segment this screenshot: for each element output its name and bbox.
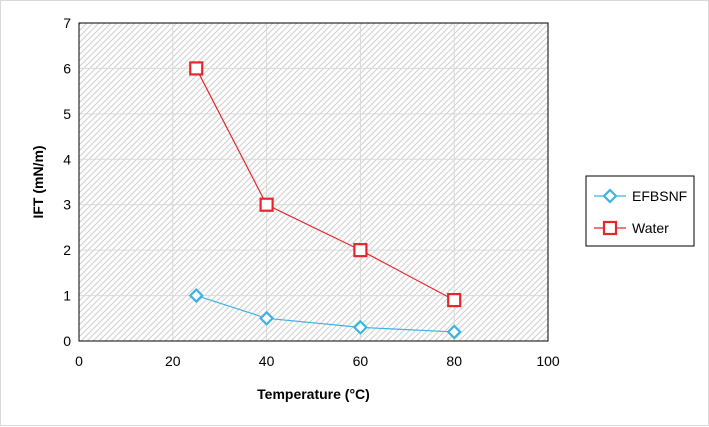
x-tick-label: 80 (446, 353, 462, 369)
y-tick-label: 1 (63, 288, 71, 304)
data-point (447, 293, 462, 308)
x-tick-label: 100 (536, 353, 560, 369)
legend-item: Water (594, 220, 669, 236)
series-water (189, 61, 462, 308)
data-point (352, 319, 368, 335)
series-efbsnf (188, 288, 462, 340)
y-axis-title: IFT (mN/m) (30, 145, 46, 218)
x-tick-label: 20 (165, 353, 181, 369)
legend: EFBSNF Water (585, 175, 695, 247)
x-tick-labels: 0 20 40 60 80 100 (75, 353, 560, 369)
axes (78, 22, 549, 342)
data-point (189, 61, 204, 76)
y-tick-labels: 0 1 2 3 4 5 6 7 (63, 15, 71, 349)
x-tick-label: 40 (259, 353, 275, 369)
data-point (353, 243, 368, 258)
legend-marker (602, 220, 618, 236)
data-point (259, 310, 275, 326)
legend-marker (602, 188, 618, 204)
y-tick-label: 7 (63, 15, 71, 31)
y-tick-label: 3 (63, 197, 71, 213)
data-series (188, 61, 462, 340)
x-tick-label: 0 (75, 353, 83, 369)
data-point (446, 324, 462, 340)
plot-area (79, 23, 548, 341)
y-tick-label: 0 (63, 333, 71, 349)
y-tick-label: 4 (63, 151, 71, 167)
data-point (259, 197, 274, 212)
data-point (188, 288, 204, 304)
x-tick-label: 60 (353, 353, 369, 369)
plot-border (78, 22, 549, 342)
legend-label: Water (632, 220, 669, 236)
legend-item: EFBSNF (594, 188, 687, 204)
x-axis-title: Temperature (°C) (257, 386, 370, 402)
legend-label: EFBSNF (632, 188, 687, 204)
y-tick-label: 6 (63, 60, 71, 76)
y-tick-label: 2 (63, 242, 71, 258)
series-line (196, 295, 455, 333)
y-tick-label: 5 (63, 106, 71, 122)
series-line (195, 68, 455, 301)
